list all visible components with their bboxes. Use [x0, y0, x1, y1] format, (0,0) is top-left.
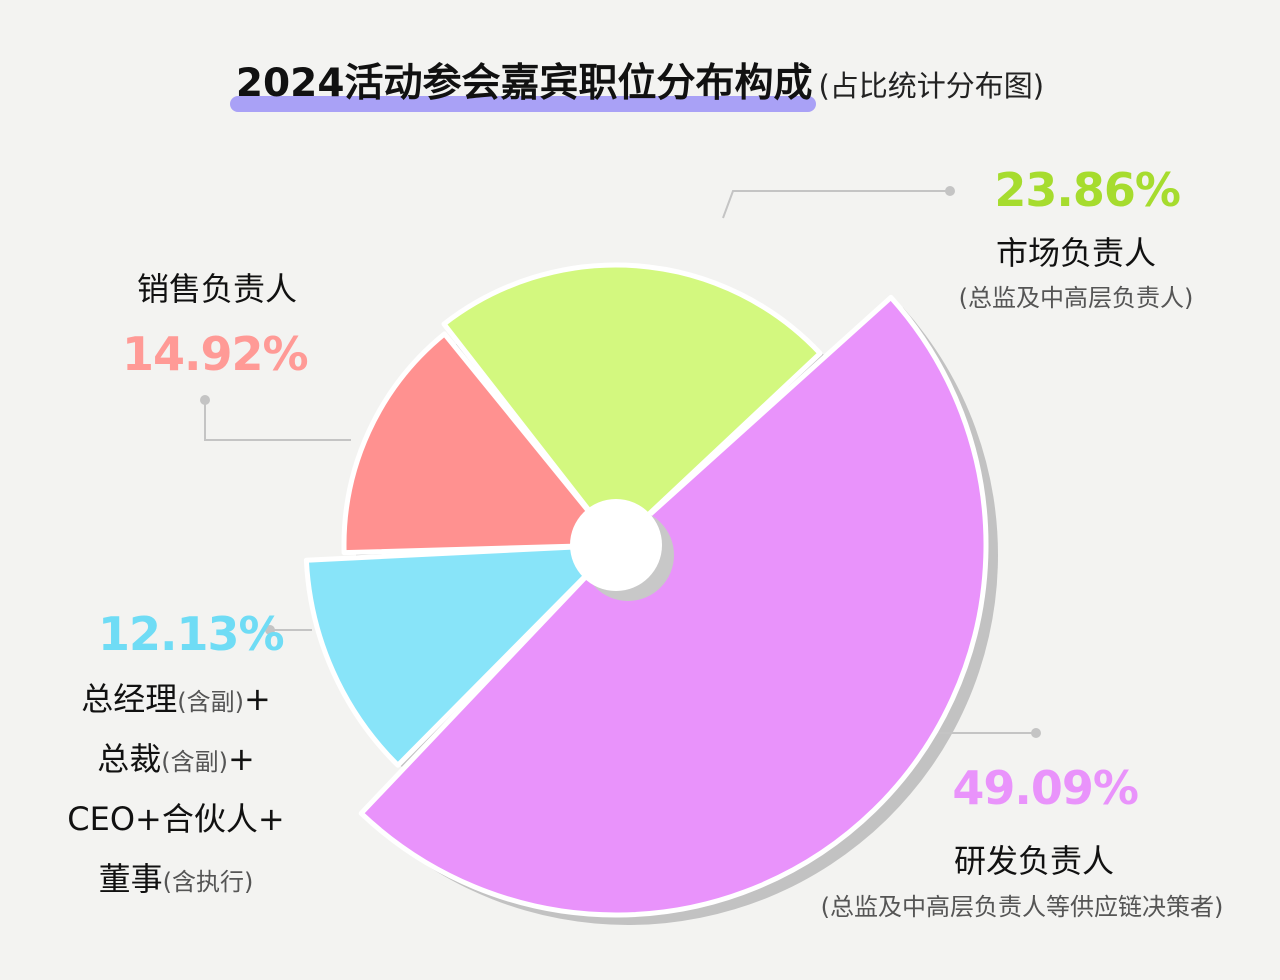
category-label-market: 市场负责人	[996, 234, 1156, 272]
executive-label-text: CEO+合伙人+	[67, 800, 284, 838]
data-label-executive-pct: 12.13%	[98, 607, 284, 661]
pie-slice-executive	[303, 542, 619, 768]
executive-label-text: 总经理	[81, 680, 177, 718]
chart-subtitle: (占比统计分布图)	[818, 69, 1045, 103]
leader-dot-rd	[1031, 728, 1041, 738]
category-label-executive: 总经理(含副)+总裁(含副)+CEO+合伙人+董事(含执行)	[67, 680, 284, 898]
chart-title-block: 2024活动参会嘉宾职位分布构成 (占比统计分布图)	[0, 52, 1280, 112]
executive-label-line: 董事(含执行)	[99, 860, 254, 898]
executive-label-note: (含执行)	[163, 868, 254, 896]
pie-slice-rd	[358, 294, 989, 918]
leader-dot-sales	[200, 395, 210, 405]
category-note-rd: (总监及中高层负责人等供应链决策者)	[821, 893, 1224, 921]
category-label-rd: 研发负责人	[954, 842, 1114, 880]
leader-dot-market	[945, 186, 955, 196]
executive-label-note: (含副)	[161, 748, 228, 776]
center-hole	[570, 499, 662, 591]
pie-slices	[303, 262, 998, 925]
chart-title-text: 2024活动参会嘉宾职位分布构成	[235, 61, 813, 106]
category-note-market: (总监及中高层负责人)	[959, 284, 1194, 312]
leader-line-market	[722, 190, 950, 219]
leader-dots	[200, 186, 1041, 738]
executive-label-note: (含副)	[177, 688, 244, 716]
executive-label-suffix: +	[228, 740, 255, 778]
pie-slice-market	[441, 262, 823, 548]
leader-dot-executive	[265, 625, 275, 635]
pie-slice-sales	[341, 331, 619, 556]
executive-label-text: 总裁	[97, 740, 161, 778]
executive-label-line: CEO+合伙人+	[67, 800, 284, 838]
leader-lines	[204, 190, 1036, 734]
executive-label-line: 总经理(含副)+	[81, 680, 271, 718]
data-label-sales-pct: 14.92%	[122, 327, 308, 381]
executive-label-suffix: +	[244, 680, 271, 718]
chart-title: 2024活动参会嘉宾职位分布构成	[229, 52, 817, 112]
category-label-sales: 销售负责人	[137, 270, 297, 308]
executive-label-line: 总裁(含副)+	[97, 740, 255, 778]
data-label-rd-pct: 49.09%	[952, 761, 1138, 815]
data-label-market-pct: 23.86%	[994, 163, 1180, 217]
leader-line-sales	[204, 400, 351, 441]
executive-label-text: 董事	[99, 860, 163, 898]
